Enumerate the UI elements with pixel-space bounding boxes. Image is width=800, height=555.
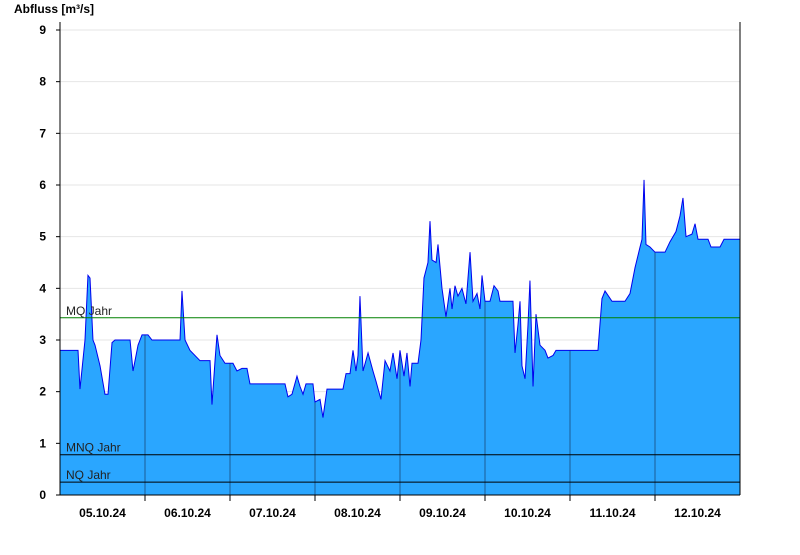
x-tick-label: 09.10.24 xyxy=(419,506,466,520)
y-tick-label: 8 xyxy=(39,75,46,89)
x-tick-label: 06.10.24 xyxy=(164,506,211,520)
reference-label: NQ Jahr xyxy=(66,468,111,482)
y-tick-label: 4 xyxy=(39,281,46,295)
x-tick-label: 05.10.24 xyxy=(79,506,126,520)
chart-title: Abfluss [m³/s] xyxy=(14,2,94,16)
x-tick-label: 10.10.24 xyxy=(504,506,551,520)
y-tick-label: 3 xyxy=(39,333,46,347)
y-tick-label: 7 xyxy=(39,126,46,140)
y-tick-label: 6 xyxy=(39,178,46,192)
y-tick-label: 2 xyxy=(39,385,46,399)
y-tick-label: 1 xyxy=(39,436,46,450)
x-tick-label: 07.10.24 xyxy=(249,506,296,520)
x-tick-label: 12.10.24 xyxy=(674,506,721,520)
y-tick-label: 0 xyxy=(39,488,46,502)
y-tick-label: 9 xyxy=(39,23,46,37)
reference-label: MQ Jahr xyxy=(66,304,112,318)
line xyxy=(60,179,740,418)
reference-label: MNQ Jahr xyxy=(66,441,121,455)
x-tick-label: 11.10.24 xyxy=(589,506,635,520)
y-tick-label: 5 xyxy=(39,230,46,244)
x-tick-label: 08.10.24 xyxy=(334,506,381,520)
